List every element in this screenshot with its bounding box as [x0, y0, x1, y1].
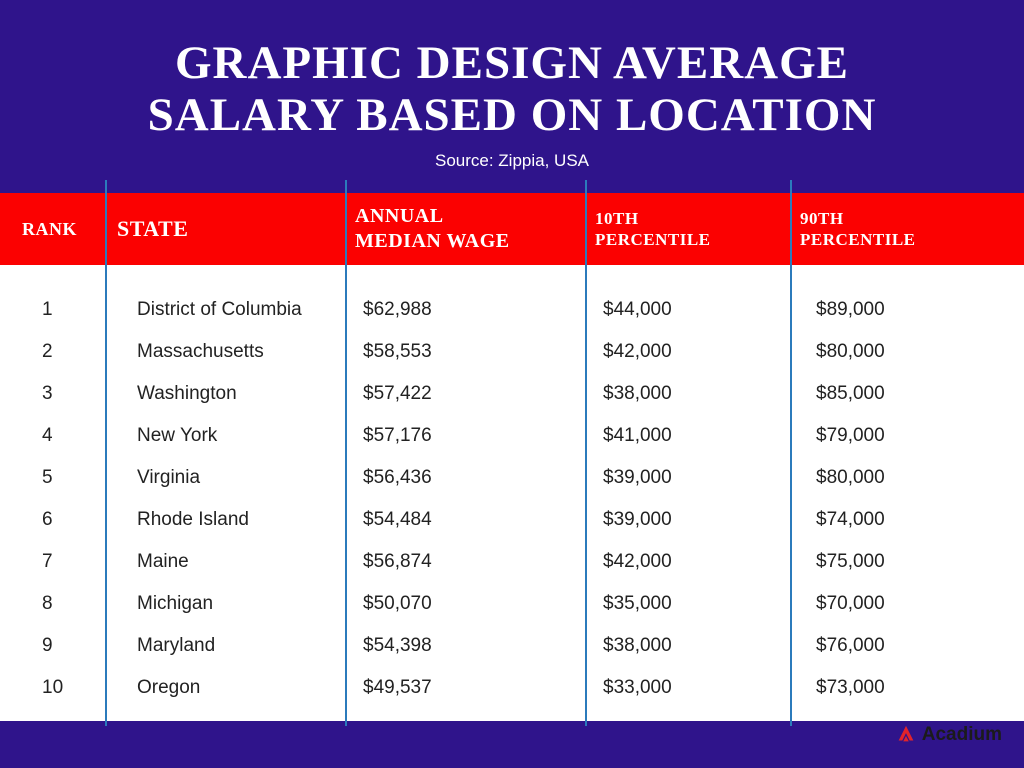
cell-state: Rhode Island — [105, 509, 345, 531]
header-p90-line2: PERCENTILE — [800, 230, 916, 249]
cell-rank: 7 — [0, 551, 105, 573]
cell-p90: $73,000 — [790, 677, 1000, 699]
cell-p90: $76,000 — [790, 635, 1000, 657]
cell-rank: 3 — [0, 383, 105, 405]
footer-strip — [0, 726, 1024, 752]
table-row: 3Washington$57,422$38,000$85,000 — [0, 373, 1024, 415]
cell-p10: $42,000 — [585, 341, 790, 363]
cell-p10: $42,000 — [585, 551, 790, 573]
cell-p90: $75,000 — [790, 551, 1000, 573]
cell-wage: $58,553 — [345, 341, 585, 363]
cell-p10: $33,000 — [585, 677, 790, 699]
cell-p10: $38,000 — [585, 635, 790, 657]
header-wage-line1: ANNUAL — [355, 205, 444, 227]
cell-p90: $79,000 — [790, 425, 1000, 447]
cell-p90: $80,000 — [790, 467, 1000, 489]
header-rank: RANK — [0, 219, 105, 240]
column-divider — [585, 180, 587, 726]
cell-state: District of Columbia — [105, 299, 345, 321]
cell-p10: $35,000 — [585, 593, 790, 615]
title-line-1: GRAPHIC DESIGN AVERAGE — [175, 37, 849, 89]
header-p10: 10TH PERCENTILE — [585, 208, 790, 251]
title-line-2: SALARY BASED ON LOCATION — [148, 89, 877, 141]
cell-wage: $49,537 — [345, 677, 585, 699]
infographic-container: GRAPHIC DESIGN AVERAGE SALARY BASED ON L… — [0, 0, 1024, 768]
cell-p10: $39,000 — [585, 467, 790, 489]
source-text: Source: Zippia, USA — [0, 151, 1024, 171]
header-p10-line1: 10TH — [595, 209, 639, 228]
cell-wage: $56,436 — [345, 467, 585, 489]
cell-state: New York — [105, 425, 345, 447]
cell-wage: $56,874 — [345, 551, 585, 573]
cell-p90: $89,000 — [790, 299, 1000, 321]
cell-wage: $54,398 — [345, 635, 585, 657]
cell-state: Maine — [105, 551, 345, 573]
cell-wage: $50,070 — [345, 593, 585, 615]
page-title: GRAPHIC DESIGN AVERAGE SALARY BASED ON L… — [0, 38, 1024, 141]
header-wage: ANNUAL MEDIAN WAGE — [345, 204, 585, 254]
header-wage-line2: MEDIAN WAGE — [355, 230, 510, 252]
cell-wage: $54,484 — [345, 509, 585, 531]
acadium-logo: Acadium — [895, 724, 1002, 746]
table-row: 6Rhode Island$54,484$39,000$74,000 — [0, 499, 1024, 541]
table-row: 9Maryland$54,398$38,000$76,000 — [0, 625, 1024, 667]
cell-p90: $85,000 — [790, 383, 1000, 405]
cell-p90: $70,000 — [790, 593, 1000, 615]
cell-p10: $41,000 — [585, 425, 790, 447]
cell-state: Massachusetts — [105, 341, 345, 363]
cell-state: Maryland — [105, 635, 345, 657]
cell-rank: 5 — [0, 467, 105, 489]
header-p90-line1: 90TH — [800, 209, 844, 228]
acadium-logo-text: Acadium — [922, 724, 1002, 746]
cell-rank: 9 — [0, 635, 105, 657]
cell-state: Oregon — [105, 677, 345, 699]
salary-table: RANK STATE ANNUAL MEDIAN WAGE 10TH PERCE… — [0, 193, 1024, 721]
cell-state: Virginia — [105, 467, 345, 489]
table-row: 10Oregon$49,537$33,000$73,000 — [0, 667, 1024, 709]
header: GRAPHIC DESIGN AVERAGE SALARY BASED ON L… — [0, 0, 1024, 171]
column-divider — [105, 180, 107, 726]
table-header-row: RANK STATE ANNUAL MEDIAN WAGE 10TH PERCE… — [0, 193, 1024, 265]
cell-rank: 4 — [0, 425, 105, 447]
column-divider — [790, 180, 792, 726]
cell-state: Washington — [105, 383, 345, 405]
table-row: 7Maine$56,874$42,000$75,000 — [0, 541, 1024, 583]
cell-state: Michigan — [105, 593, 345, 615]
table-row: 2Massachusetts$58,553$42,000$80,000 — [0, 331, 1024, 373]
cell-rank: 10 — [0, 677, 105, 699]
cell-p10: $38,000 — [585, 383, 790, 405]
cell-p90: $80,000 — [790, 341, 1000, 363]
acadium-logo-icon — [895, 724, 917, 746]
cell-wage: $62,988 — [345, 299, 585, 321]
cell-p10: $39,000 — [585, 509, 790, 531]
table-row: 1District of Columbia$62,988$44,000$89,0… — [0, 289, 1024, 331]
column-divider — [345, 180, 347, 726]
cell-rank: 8 — [0, 593, 105, 615]
cell-rank: 6 — [0, 509, 105, 531]
table-row: 5Virginia$56,436$39,000$80,000 — [0, 457, 1024, 499]
cell-p90: $74,000 — [790, 509, 1000, 531]
table-body: 1District of Columbia$62,988$44,000$89,0… — [0, 265, 1024, 721]
cell-p10: $44,000 — [585, 299, 790, 321]
header-p90: 90TH PERCENTILE — [790, 208, 1000, 251]
cell-wage: $57,176 — [345, 425, 585, 447]
cell-rank: 2 — [0, 341, 105, 363]
table-row: 8Michigan$50,070$35,000$70,000 — [0, 583, 1024, 625]
table-row: 4New York$57,176$41,000$79,000 — [0, 415, 1024, 457]
cell-wage: $57,422 — [345, 383, 585, 405]
cell-rank: 1 — [0, 299, 105, 321]
header-p10-line2: PERCENTILE — [595, 230, 711, 249]
header-state: STATE — [105, 216, 345, 242]
